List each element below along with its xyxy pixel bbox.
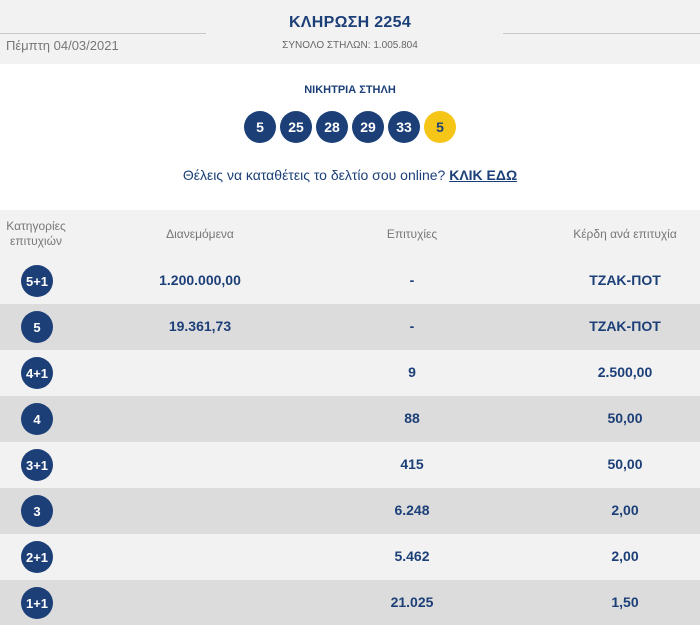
- prize-cell: 50,00: [607, 456, 643, 472]
- header-category: Κατηγορίες επιτυχιών: [0, 219, 72, 249]
- header-winners: Επιτυχίες: [386, 227, 438, 241]
- table-row: 5 19.361,73 - ΤΖΑΚ-ΠΟΤ: [0, 304, 700, 350]
- winning-number-ball: 5: [244, 111, 276, 143]
- online-prompt-text: Θέλεις να καταθέτεις το δελτίο σου onlin…: [182, 167, 446, 183]
- joker-number-ball: 5: [424, 111, 456, 143]
- category-badge: 3: [21, 495, 53, 527]
- winners-cell: 88: [404, 410, 420, 426]
- draw-date: Πέμπτη 04/03/2021: [6, 38, 119, 53]
- winners-cell: 415: [400, 456, 424, 472]
- winning-number-ball: 33: [388, 111, 420, 143]
- table-row: 2+1 5.462 2,00: [0, 534, 700, 580]
- winners-cell: 6.248: [394, 502, 430, 518]
- total-columns: ΣΥΝΟΛΟ ΣΤΗΛΩΝ: 1.005.804: [282, 40, 418, 51]
- table-row: 3+1 415 50,00: [0, 442, 700, 488]
- winners-cell: 21.025: [390, 594, 434, 610]
- winning-column-label: ΝΙΚΗΤΡΙΑ ΣΤΗΛΗ: [304, 84, 396, 96]
- category-badge: 5: [21, 311, 53, 343]
- category-badge: 5+1: [21, 265, 53, 297]
- distributed-cell: 19.361,73: [168, 318, 232, 334]
- category-badge: 3+1: [21, 449, 53, 481]
- draw-header: Πέμπτη 04/03/2021 ΚΛΗΡΩΣΗ 2254 ΣΥΝΟΛΟ ΣΤ…: [0, 0, 700, 64]
- prize-cell: 2,00: [611, 502, 639, 518]
- table-row: 5+1 1.200.000,00 - ΤΖΑΚ-ΠΟΤ: [0, 258, 700, 304]
- results-table-header: Κατηγορίες επιτυχιών Διανεμόμενα Επιτυχί…: [0, 210, 700, 258]
- winning-number-ball: 25: [280, 111, 312, 143]
- header-divider-left: [0, 33, 206, 34]
- table-row: 4 88 50,00: [0, 396, 700, 442]
- header-distributed: Διανεμόμενα: [166, 227, 234, 241]
- category-badge: 2+1: [21, 541, 53, 573]
- click-here-link[interactable]: ΚΛΙΚ ΕΔΩ: [449, 167, 518, 183]
- header-prize: Κέρδη ανά επιτυχία: [573, 227, 677, 241]
- header-category-line2: επιτυχιών: [10, 234, 62, 248]
- prize-cell: ΤΖΑΚ-ΠΟΤ: [589, 272, 661, 288]
- winners-cell: 9: [408, 364, 416, 380]
- winning-number-ball: 29: [352, 111, 384, 143]
- winning-numbers: 5 25 28 29 33 5: [0, 111, 700, 143]
- winning-number-ball: 28: [316, 111, 348, 143]
- winners-cell: -: [409, 272, 415, 288]
- draw-title: ΚΛΗΡΩΣΗ 2254: [288, 14, 412, 31]
- table-row: 1+1 21.025 1,50: [0, 580, 700, 625]
- header-category-line1: Κατηγορίες: [6, 219, 66, 233]
- prize-cell: 50,00: [607, 410, 643, 426]
- online-prompt: Θέλεις να καταθέτεις το δελτίο σου onlin…: [0, 167, 700, 183]
- category-badge: 4: [21, 403, 53, 435]
- distributed-cell: 1.200.000,00: [159, 272, 241, 288]
- winners-cell: 5.462: [394, 548, 430, 564]
- prize-cell: 1,50: [611, 594, 639, 610]
- winners-cell: -: [409, 318, 415, 334]
- results-table-body: 5+1 1.200.000,00 - ΤΖΑΚ-ΠΟΤ 5 19.361,73 …: [0, 258, 700, 625]
- category-badge: 1+1: [21, 587, 53, 619]
- prize-cell: ΤΖΑΚ-ΠΟΤ: [589, 318, 661, 334]
- prize-cell: 2.500,00: [597, 364, 653, 380]
- prize-cell: 2,00: [611, 548, 639, 564]
- table-row: 4+1 9 2.500,00: [0, 350, 700, 396]
- category-badge: 4+1: [21, 357, 53, 389]
- header-divider-right: [503, 33, 700, 34]
- table-row: 3 6.248 2,00: [0, 488, 700, 534]
